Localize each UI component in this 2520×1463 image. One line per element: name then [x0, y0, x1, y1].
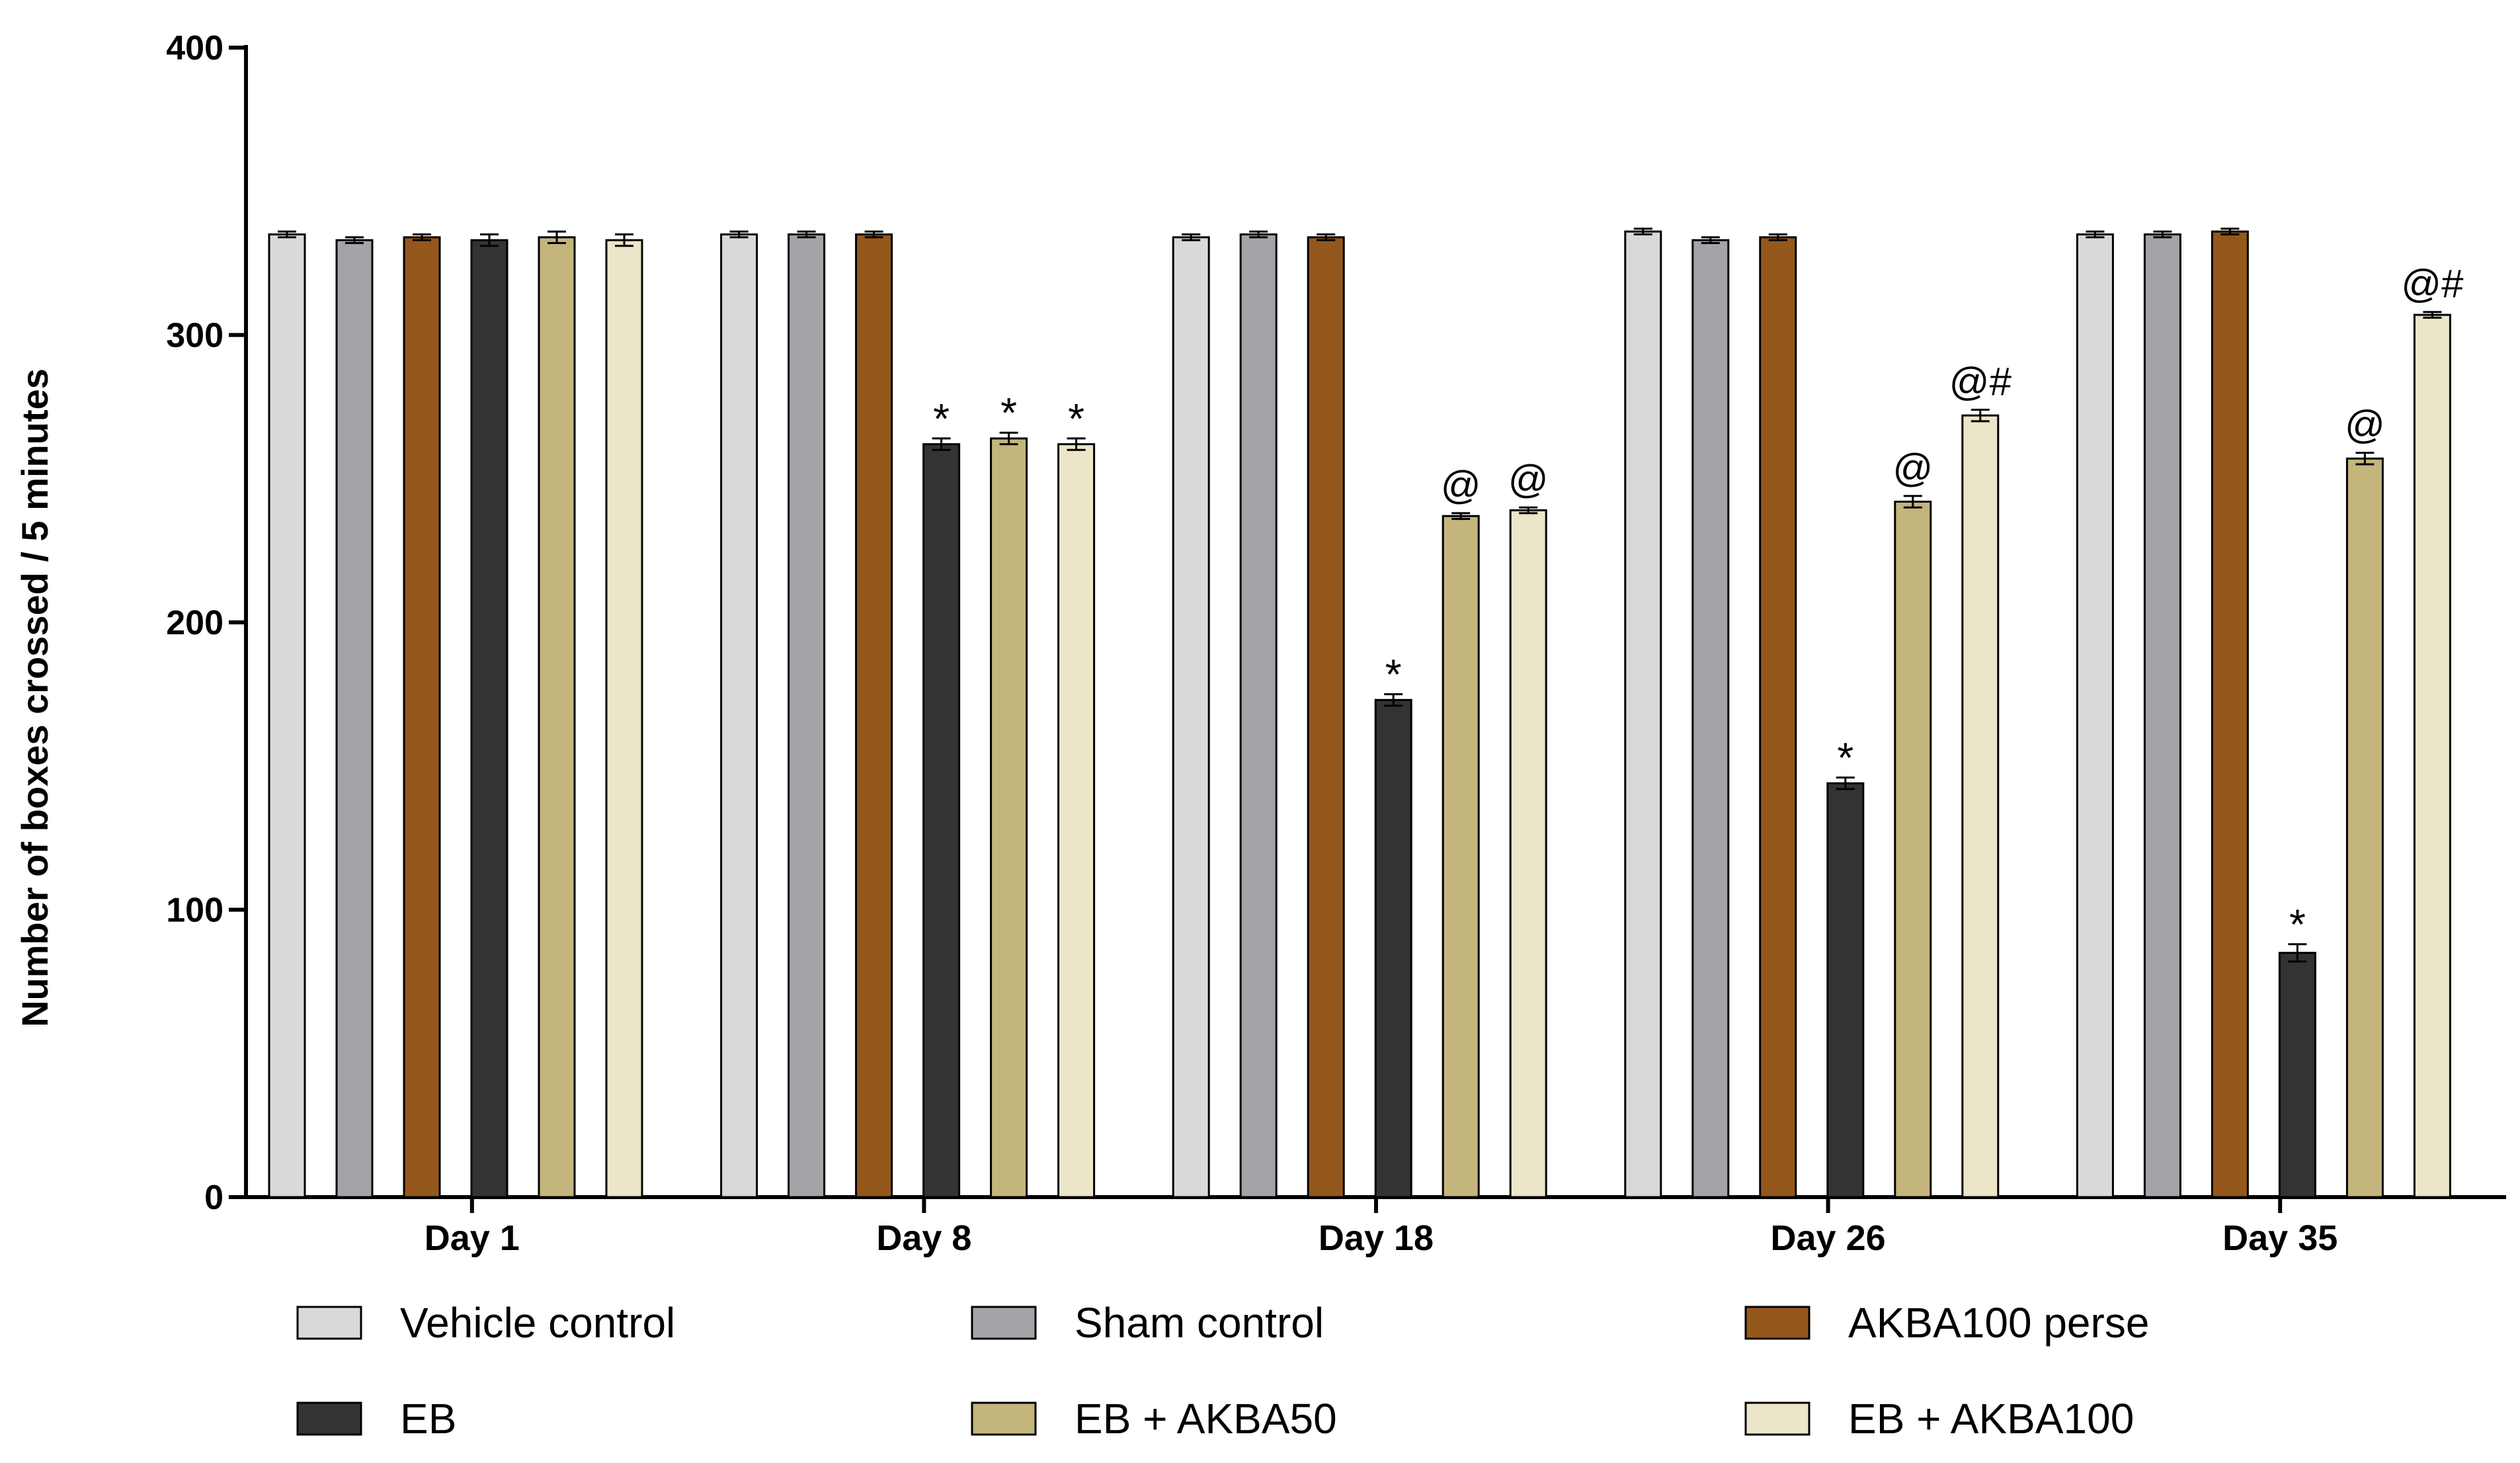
significance-label: * — [1837, 734, 1853, 782]
legend-label: EB + AKBA50 — [1075, 1395, 1337, 1442]
y-tick-label: 400 — [166, 29, 224, 67]
legend-swatch — [1744, 1306, 1810, 1340]
legend-swatch — [971, 1306, 1037, 1340]
significance-label: @# — [2401, 262, 2464, 306]
bar — [268, 233, 306, 1198]
legend-label: Sham control — [1075, 1299, 1324, 1347]
y-axis-label: Number of boxes crossed / 5 minutes — [14, 368, 56, 1027]
x-tick-label: Day 18 — [1319, 1218, 1434, 1258]
bar — [470, 239, 508, 1198]
bar — [788, 233, 826, 1198]
x-tick-label: Day 8 — [876, 1218, 971, 1258]
legend-label: AKBA100 perse — [1848, 1299, 2149, 1347]
bar — [2076, 233, 2114, 1198]
significance-label: * — [933, 395, 950, 442]
x-tick-label: Day 1 — [425, 1218, 520, 1258]
y-tick-label: 100 — [166, 892, 224, 930]
bar — [2345, 457, 2384, 1198]
bar — [1172, 236, 1210, 1198]
bar — [720, 233, 758, 1198]
significance-label: @ — [1508, 457, 1549, 501]
bar — [2211, 230, 2249, 1198]
significance-label: @ — [2345, 403, 2385, 447]
bar — [922, 443, 961, 1198]
y-tick-label: 0 — [204, 1179, 224, 1217]
significance-label: @# — [1949, 359, 2012, 403]
legend-swatch — [296, 1306, 362, 1340]
bar — [1961, 414, 2000, 1198]
bar — [335, 239, 374, 1198]
bar — [605, 239, 643, 1198]
significance-label: * — [1068, 395, 1084, 442]
y-tick-label: 300 — [166, 317, 224, 355]
bar — [2278, 952, 2316, 1198]
bars: * * * * @ @ * @ @# * @ @# — [268, 228, 2464, 1198]
bar — [1509, 509, 1547, 1198]
legend-swatch — [1744, 1401, 1810, 1436]
bar — [538, 236, 576, 1198]
y-tick-label: 200 — [166, 604, 224, 642]
legend-label: Vehicle control — [400, 1299, 675, 1347]
significance-label: * — [2289, 901, 2306, 948]
x-axis: Day 1 Day 8 Day 18 Day 26 Day 35 — [244, 1195, 2506, 1258]
bar — [990, 437, 1028, 1198]
bar — [1442, 515, 1480, 1198]
significance-label: @ — [1892, 446, 1933, 490]
bar — [855, 233, 893, 1198]
bar — [1894, 501, 1932, 1198]
legend-swatch — [971, 1401, 1037, 1436]
bar — [403, 236, 441, 1198]
legend-label: EB — [400, 1395, 456, 1442]
legend-label: EB + AKBA100 — [1848, 1395, 2134, 1442]
legend: Vehicle control Sham control AKBA100 perse… — [296, 1299, 2149, 1442]
bar — [1691, 239, 1730, 1198]
bar — [1759, 236, 1797, 1198]
significance-label: @ — [1441, 463, 1481, 507]
bar — [1057, 443, 1096, 1198]
bar — [2413, 314, 2451, 1198]
significance-label: * — [1385, 651, 1402, 698]
x-tick-label: Day 35 — [2222, 1218, 2337, 1258]
bar — [1624, 230, 1662, 1198]
legend-swatch — [296, 1401, 362, 1436]
bar — [2143, 233, 2181, 1198]
x-tick-label: Day 26 — [1771, 1218, 1886, 1258]
bar — [1239, 233, 1278, 1198]
bar — [1374, 698, 1412, 1198]
bar — [1307, 236, 1345, 1198]
bar — [1826, 782, 1865, 1198]
y-axis: 0 100 200 300 400 — [166, 29, 248, 1217]
significance-label: * — [1000, 389, 1017, 437]
